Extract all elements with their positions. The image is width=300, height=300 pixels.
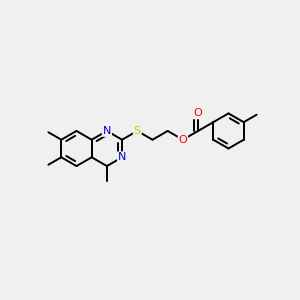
- Text: N: N: [103, 126, 111, 136]
- Text: O: O: [178, 135, 187, 145]
- Text: O: O: [194, 108, 203, 118]
- Text: N: N: [118, 152, 126, 162]
- Text: S: S: [134, 126, 141, 136]
